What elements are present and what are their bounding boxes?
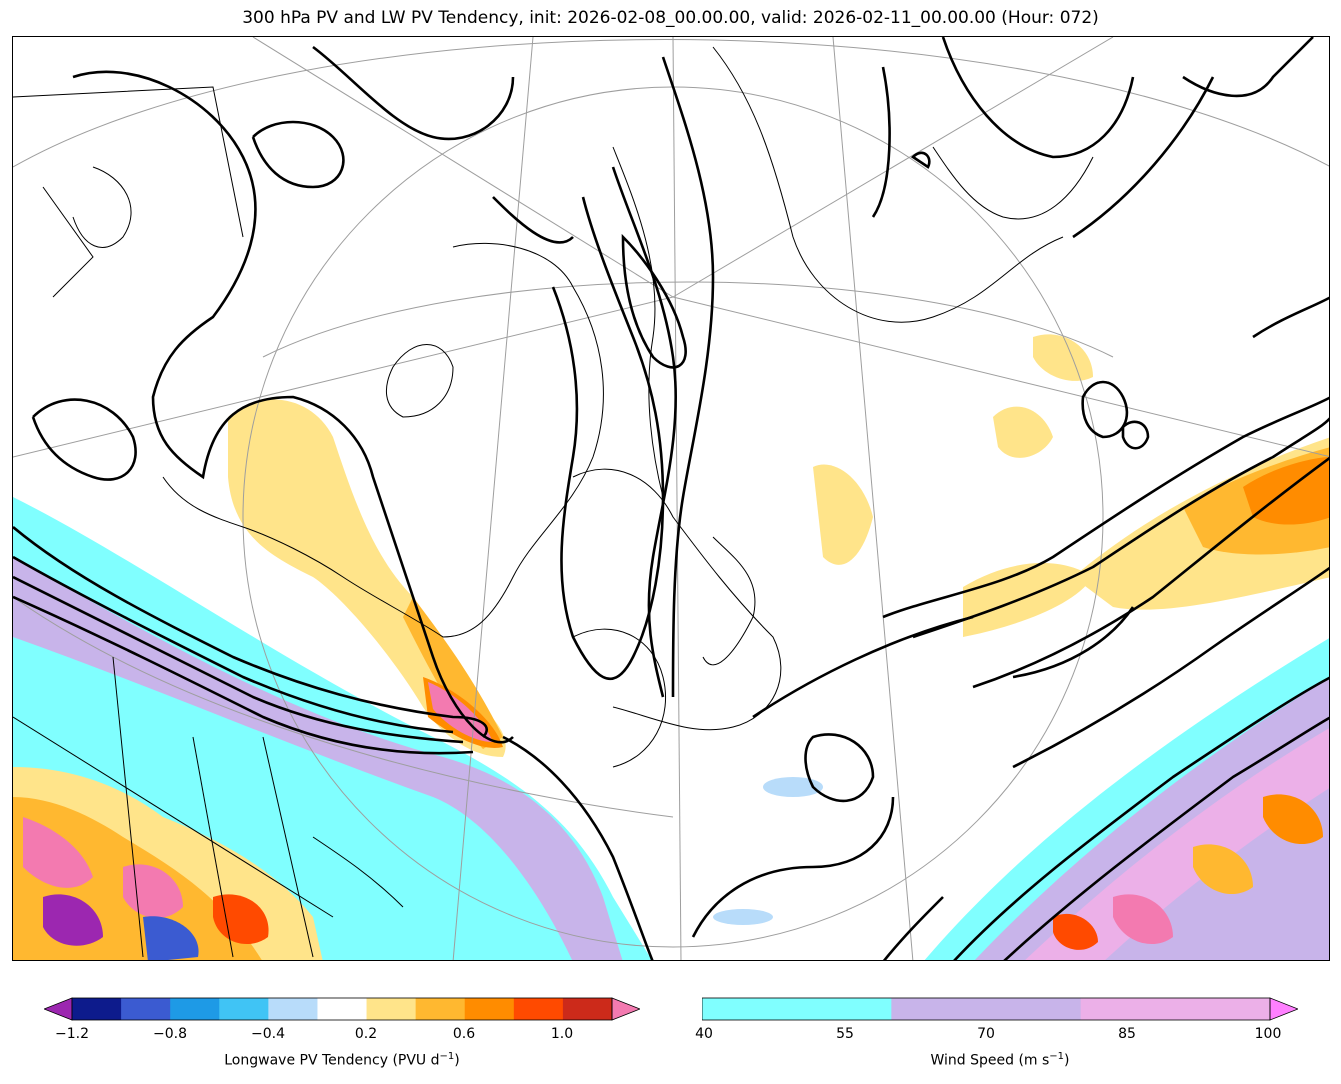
graticule xyxy=(13,37,1329,960)
pv-tendency-colorbar-label: Longwave PV Tendency (PVU d−1) xyxy=(224,1051,460,1069)
colorbar-swatch xyxy=(464,998,515,1020)
wind-tick-5: 100 xyxy=(1254,1026,1282,1042)
colorbar-swatch xyxy=(72,998,122,1020)
colorbar-frame xyxy=(702,997,1271,1021)
colorbar-swatch xyxy=(170,998,220,1020)
coastlines xyxy=(13,46,1094,958)
wind-tick-3: 70 xyxy=(977,1026,995,1042)
wind-tick-2: 55 xyxy=(836,1026,854,1042)
colorbar-swatch xyxy=(219,998,269,1020)
wind-speed-colorbar xyxy=(702,997,1298,1021)
pv-tick-6: 1.0 xyxy=(550,1026,574,1042)
pv-tick-4: 0.2 xyxy=(354,1026,378,1042)
colorbar-swatch xyxy=(317,998,368,1020)
pv-tendency-colorbar xyxy=(44,997,640,1021)
wind-speed-colorbar-label: Wind Speed (m s−1) xyxy=(930,1051,1070,1069)
pv-tick-2: −0.8 xyxy=(153,1026,187,1042)
pv-contours xyxy=(13,37,1329,960)
wind-tick-4: 85 xyxy=(1118,1026,1136,1042)
colorbar-min-arrow xyxy=(44,997,73,1021)
wind-tick-1: 40 xyxy=(695,1026,713,1042)
colorbar-swatch xyxy=(1080,998,1271,1020)
colorbar-swatch xyxy=(415,998,466,1020)
colorbar-max-arrow xyxy=(1269,997,1298,1021)
colorbar-frame xyxy=(71,997,613,1021)
colorbar-swatch xyxy=(121,998,171,1020)
colorbar-swatch xyxy=(268,998,318,1020)
colorbar-swatch xyxy=(891,998,1082,1020)
pv-tick-5: 0.6 xyxy=(452,1026,476,1042)
map-title: 300 hPa PV and LW PV Tendency, init: 202… xyxy=(242,8,1099,28)
colorbar-max-arrow xyxy=(611,997,640,1021)
colorbar-swatch xyxy=(513,998,564,1020)
colorbar-swatch xyxy=(562,998,613,1020)
pv-tick-1: −1.2 xyxy=(55,1026,89,1042)
pv-tick-3: −0.4 xyxy=(251,1026,285,1042)
colorbar-swatch xyxy=(702,998,892,1020)
map-panel xyxy=(12,36,1330,961)
colorbar-swatch xyxy=(366,998,417,1020)
